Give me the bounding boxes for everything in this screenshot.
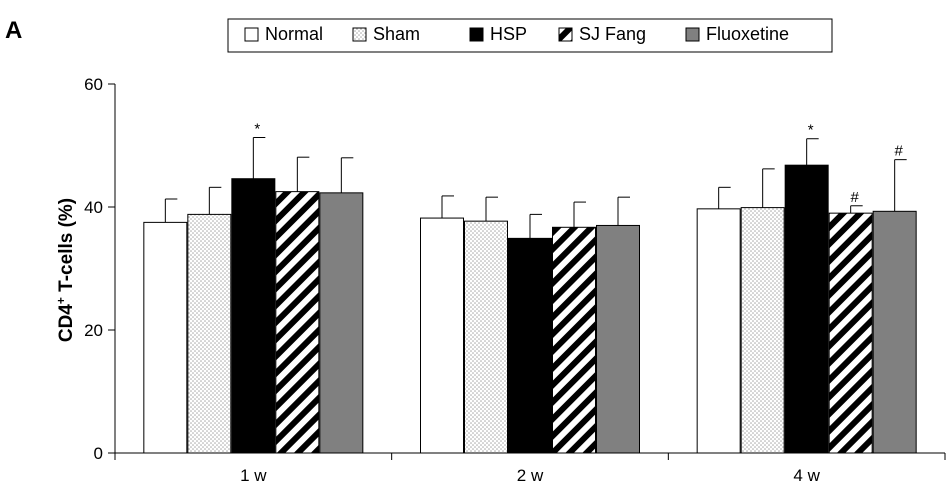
legend-label: Fluoxetine bbox=[706, 24, 789, 44]
legend-swatch-black bbox=[469, 27, 484, 42]
bars: * * # # bbox=[143, 121, 917, 454]
significance-mark: # bbox=[850, 189, 859, 206]
legend-box bbox=[227, 18, 833, 53]
x-tick-label: 1 w bbox=[240, 466, 267, 485]
legend-label: HSP bbox=[490, 24, 527, 44]
y-tick-label: 40 bbox=[84, 198, 103, 217]
bar-hatch bbox=[552, 226, 596, 454]
legend-swatch-hatch bbox=[558, 27, 573, 42]
y-tick-label: 0 bbox=[94, 444, 103, 463]
y-axis-title-main: CD4 bbox=[56, 304, 77, 342]
bar-black bbox=[784, 164, 829, 454]
legend-label: SJ Fang bbox=[579, 24, 646, 44]
y-axis-title-sup: + bbox=[54, 297, 68, 304]
legend-label: Sham bbox=[373, 24, 420, 44]
bar-dots bbox=[740, 207, 785, 454]
bar-black bbox=[508, 237, 552, 454]
y-axis-title: CD4+ T-cells (%) bbox=[54, 198, 77, 342]
legend-swatch-gray bbox=[685, 27, 700, 42]
y-tick-label: 20 bbox=[84, 321, 103, 340]
bar-white bbox=[696, 208, 741, 454]
legend-swatch-white bbox=[244, 27, 259, 42]
bar-gray bbox=[596, 224, 640, 454]
legend-swatch-dots bbox=[352, 27, 367, 42]
y-axis-title-rest: T-cells (%) bbox=[56, 198, 77, 297]
bar-gray bbox=[872, 210, 917, 454]
bar-dots bbox=[464, 220, 508, 454]
bar-gray bbox=[319, 192, 364, 454]
significance-mark: # bbox=[894, 143, 903, 160]
bar-white bbox=[143, 221, 188, 454]
x-tick-label: 2 w bbox=[517, 466, 544, 485]
bar-hatch bbox=[828, 212, 873, 454]
y-tick-label: 60 bbox=[84, 75, 103, 94]
bar-white bbox=[420, 217, 464, 454]
significance-mark: * bbox=[254, 121, 260, 138]
x-tick-label: 4 w bbox=[793, 466, 820, 485]
panel-label: A bbox=[5, 17, 22, 44]
significance-mark: * bbox=[808, 122, 814, 139]
legend-label: Normal bbox=[265, 24, 323, 44]
legend: Normal Sham HSP SJ Fang Fluoxetine bbox=[227, 18, 833, 53]
bar-black bbox=[231, 178, 276, 454]
bar-hatch bbox=[275, 191, 320, 454]
bar-dots bbox=[187, 213, 232, 454]
